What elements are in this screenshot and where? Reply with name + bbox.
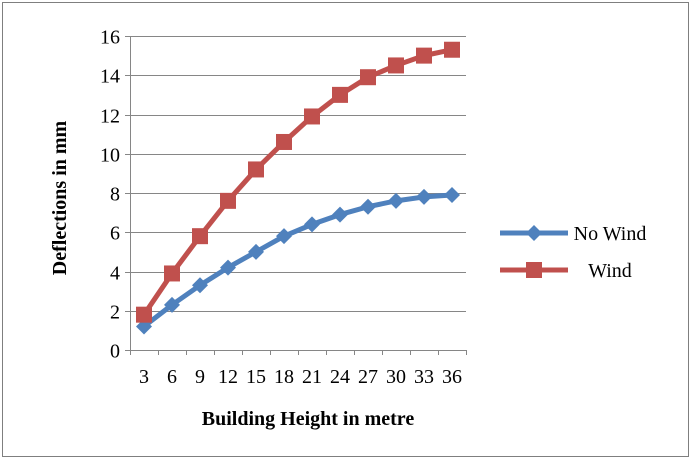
y-tick-label: 4 bbox=[110, 263, 120, 285]
x-tick-label: 21 bbox=[302, 366, 322, 388]
x-tick-label: 6 bbox=[167, 366, 177, 388]
y-tick-label: 0 bbox=[110, 341, 120, 363]
y-tick-label: 16 bbox=[100, 27, 120, 49]
data-point-wind bbox=[360, 69, 376, 86]
legend-item-wind: Wind bbox=[500, 260, 632, 282]
data-point-no-wind bbox=[332, 206, 348, 223]
x-tick-label: 18 bbox=[274, 366, 294, 388]
data-point-wind bbox=[220, 192, 236, 209]
data-point-wind bbox=[248, 161, 264, 178]
data-point-no-wind bbox=[220, 259, 236, 276]
data-point-wind bbox=[332, 86, 348, 103]
legend-label: Wind bbox=[588, 260, 632, 282]
series-wind bbox=[136, 41, 460, 323]
y-tick-label: 14 bbox=[100, 66, 120, 88]
data-point-wind bbox=[192, 228, 208, 245]
data-point-no-wind bbox=[192, 277, 208, 294]
data-point-wind bbox=[276, 133, 292, 150]
plot-area bbox=[136, 41, 460, 335]
data-point-no-wind bbox=[164, 296, 180, 313]
x-tick-label: 33 bbox=[414, 366, 434, 388]
x-tick-label: 30 bbox=[386, 366, 406, 388]
y-tick-label: 8 bbox=[110, 184, 120, 206]
x-tick-label: 27 bbox=[358, 366, 378, 388]
gridlines bbox=[130, 36, 466, 312]
data-point-no-wind bbox=[444, 186, 460, 203]
y-tick-label: 6 bbox=[110, 223, 120, 245]
x-tick-label: 12 bbox=[218, 366, 238, 388]
legend: No Wind Wind bbox=[500, 223, 646, 282]
x-tick-label: 24 bbox=[330, 366, 350, 388]
y-tick-label: 12 bbox=[100, 106, 120, 128]
x-tick-label: 36 bbox=[442, 366, 462, 388]
x-tick-label: 9 bbox=[195, 366, 205, 388]
data-point-wind bbox=[416, 47, 432, 64]
y-tick-label: 2 bbox=[110, 302, 120, 324]
data-point-wind bbox=[304, 108, 320, 125]
data-point-no-wind bbox=[276, 228, 292, 245]
legend-label: No Wind bbox=[574, 223, 647, 245]
series-no-wind bbox=[136, 186, 460, 335]
legend-swatch-marker bbox=[526, 262, 542, 278]
data-point-no-wind bbox=[388, 192, 404, 209]
data-point-wind bbox=[444, 41, 460, 58]
data-point-wind bbox=[136, 306, 152, 323]
y-tick-label: 10 bbox=[100, 145, 120, 167]
data-point-no-wind bbox=[248, 243, 264, 260]
y-axis-title: Deflections in mm bbox=[49, 120, 71, 275]
data-point-no-wind bbox=[416, 188, 432, 205]
data-point-no-wind bbox=[360, 198, 376, 215]
legend-item-no-wind: No Wind bbox=[500, 223, 646, 245]
data-point-wind bbox=[164, 265, 180, 282]
x-tick-label: 3 bbox=[139, 366, 149, 388]
data-point-no-wind bbox=[304, 216, 320, 233]
legend-swatch-marker bbox=[526, 225, 542, 241]
x-tick-label: 15 bbox=[246, 366, 266, 388]
data-point-wind bbox=[388, 57, 404, 74]
x-axis-title: Building Height in metre bbox=[202, 408, 415, 430]
